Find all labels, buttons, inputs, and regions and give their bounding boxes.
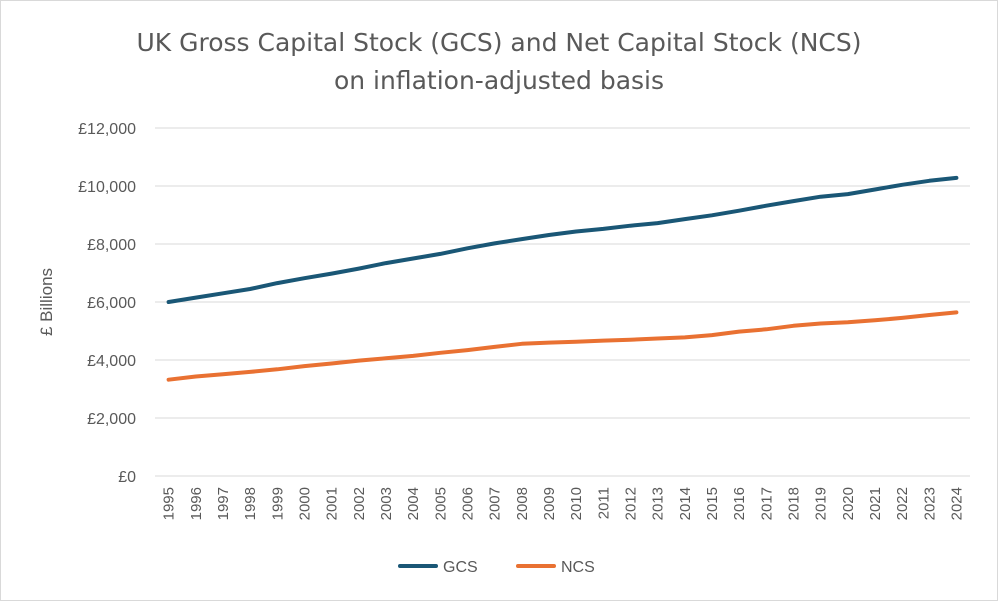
x-tick-label: 2012 (622, 487, 639, 520)
x-tick-label: 1999 (269, 487, 286, 520)
x-tick-label: 2010 (568, 487, 585, 520)
x-tick-label: 2001 (324, 487, 341, 520)
y-tick-label: £10,000 (78, 179, 136, 196)
legend-label-gcs: GCS (443, 559, 478, 576)
x-tick-label: 2021 (867, 487, 884, 520)
x-tick-label: 2007 (487, 487, 504, 520)
x-tick-label: 2015 (704, 487, 721, 520)
series-line-ncs (166, 310, 959, 382)
y-tick-label: £0 (118, 469, 136, 486)
x-tick-label: 2000 (296, 487, 313, 520)
x-tick-label: 2022 (894, 487, 911, 520)
x-tick-label: 1998 (242, 487, 259, 520)
y-axis-label: £ Billions (37, 268, 56, 336)
x-tick-label: 2004 (405, 487, 422, 520)
legend: GCS NCS (398, 559, 595, 576)
series-line-gcs (166, 175, 959, 304)
x-tick-label: 1995 (161, 487, 178, 520)
y-tick-label: £2,000 (87, 411, 136, 428)
series-lines (166, 175, 959, 382)
x-tick-label: 1996 (188, 487, 205, 520)
gridlines (155, 127, 970, 477)
x-tick-label: 2017 (758, 487, 775, 520)
y-tick-label: £12,000 (78, 121, 136, 138)
x-tick-label: 2005 (432, 487, 449, 520)
x-tick-label: 1997 (215, 487, 232, 520)
y-axis-ticks: £0 £2,000 £4,000 £6,000 £8,000 £10,000 £12,000 (78, 121, 136, 486)
x-tick-label: 2016 (731, 487, 748, 520)
x-tick-label: 2008 (514, 487, 531, 520)
x-tick-label: 2019 (813, 487, 830, 520)
x-tick-label: 2009 (541, 487, 558, 520)
chart-title-line-2: on inflation-adjusted basis (333, 66, 665, 95)
y-tick-label: £6,000 (87, 295, 136, 312)
x-tick-label: 2018 (785, 487, 802, 520)
x-tick-label: 2013 (650, 487, 667, 520)
x-tick-label: 2024 (948, 487, 965, 520)
x-tick-label: 2003 (378, 487, 395, 520)
legend-label-ncs: NCS (561, 559, 595, 576)
y-tick-label: £8,000 (87, 237, 136, 254)
chart-title-line-1: UK Gross Capital Stock (GCS) and Net Cap… (136, 28, 862, 57)
x-axis-ticks: 1995 1996 1997 1998 1999 2000 2001 2002 2003 2004… (161, 487, 966, 520)
x-tick-label: 2020 (840, 487, 857, 520)
x-tick-label: 2014 (677, 487, 694, 520)
x-tick-label: 2023 (921, 487, 938, 520)
y-tick-label: £4,000 (87, 353, 136, 370)
x-tick-label: 2011 (595, 487, 612, 519)
x-tick-label: 2006 (459, 487, 476, 520)
x-tick-label: 2002 (351, 487, 368, 520)
